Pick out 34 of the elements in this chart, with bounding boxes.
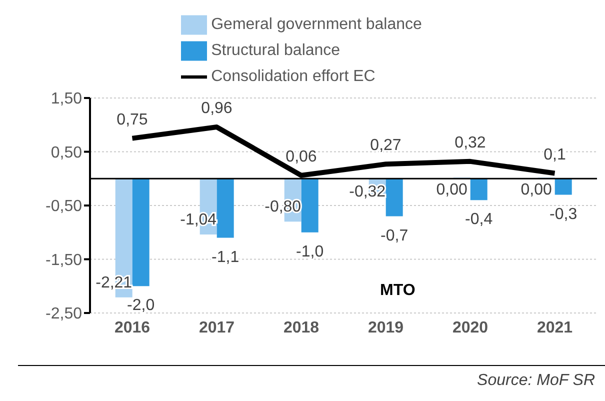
x-tick-label: 2016 xyxy=(114,319,150,336)
y-tick-label: -0,50 xyxy=(46,198,82,216)
x-tick-label: 2018 xyxy=(283,319,320,336)
data-label: -1,04 xyxy=(180,212,217,229)
data-label: 0,96 xyxy=(201,100,232,118)
data-label: -1,1 xyxy=(212,248,240,266)
source-note: Source: MoF SR xyxy=(18,365,605,390)
data-label: 0,00 xyxy=(520,182,552,199)
legend-label: Gemeral government balance xyxy=(211,16,422,34)
data-label: -0,4 xyxy=(465,211,493,228)
data-label: -1,0 xyxy=(296,243,324,260)
data-label: -2,21 xyxy=(96,274,132,292)
data-label: -0,80 xyxy=(264,198,302,216)
y-tick-label: 1,50 xyxy=(50,90,82,108)
data-label: 0,32 xyxy=(454,134,486,152)
y-tick-label: -1,50 xyxy=(46,252,82,269)
data-label: -0,3 xyxy=(550,206,578,223)
x-tick-label: 2017 xyxy=(198,319,235,336)
data-label: -2,0 xyxy=(127,297,155,314)
data-label: -0,7 xyxy=(380,227,408,244)
data-label: 0,27 xyxy=(370,137,402,154)
x-tick-label: 2021 xyxy=(536,319,573,336)
data-label: 0,75 xyxy=(116,111,148,128)
annotation: MTO xyxy=(380,282,416,300)
y-tick-label: 0,50 xyxy=(50,144,82,162)
data-label: -0,32 xyxy=(349,184,386,201)
legend-label: Structural balance xyxy=(211,42,340,60)
data-label: 0,1 xyxy=(544,146,566,164)
data-label: 0,06 xyxy=(286,148,317,166)
x-tick-label: 2020 xyxy=(452,319,488,336)
x-tick-label: 2019 xyxy=(368,319,404,336)
legend-label: Consolidation effort EC xyxy=(211,68,376,86)
y-tick-label: -2,50 xyxy=(46,306,82,323)
data-label: 0,00 xyxy=(436,182,468,199)
